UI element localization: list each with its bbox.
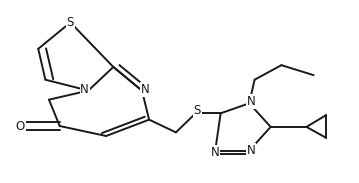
Text: N: N: [141, 83, 150, 96]
Text: S: S: [67, 16, 74, 29]
Text: S: S: [194, 104, 201, 117]
Text: N: N: [211, 146, 220, 159]
Text: N: N: [247, 144, 255, 157]
Text: O: O: [16, 119, 25, 132]
Text: N: N: [80, 83, 89, 96]
Text: N: N: [247, 95, 255, 108]
